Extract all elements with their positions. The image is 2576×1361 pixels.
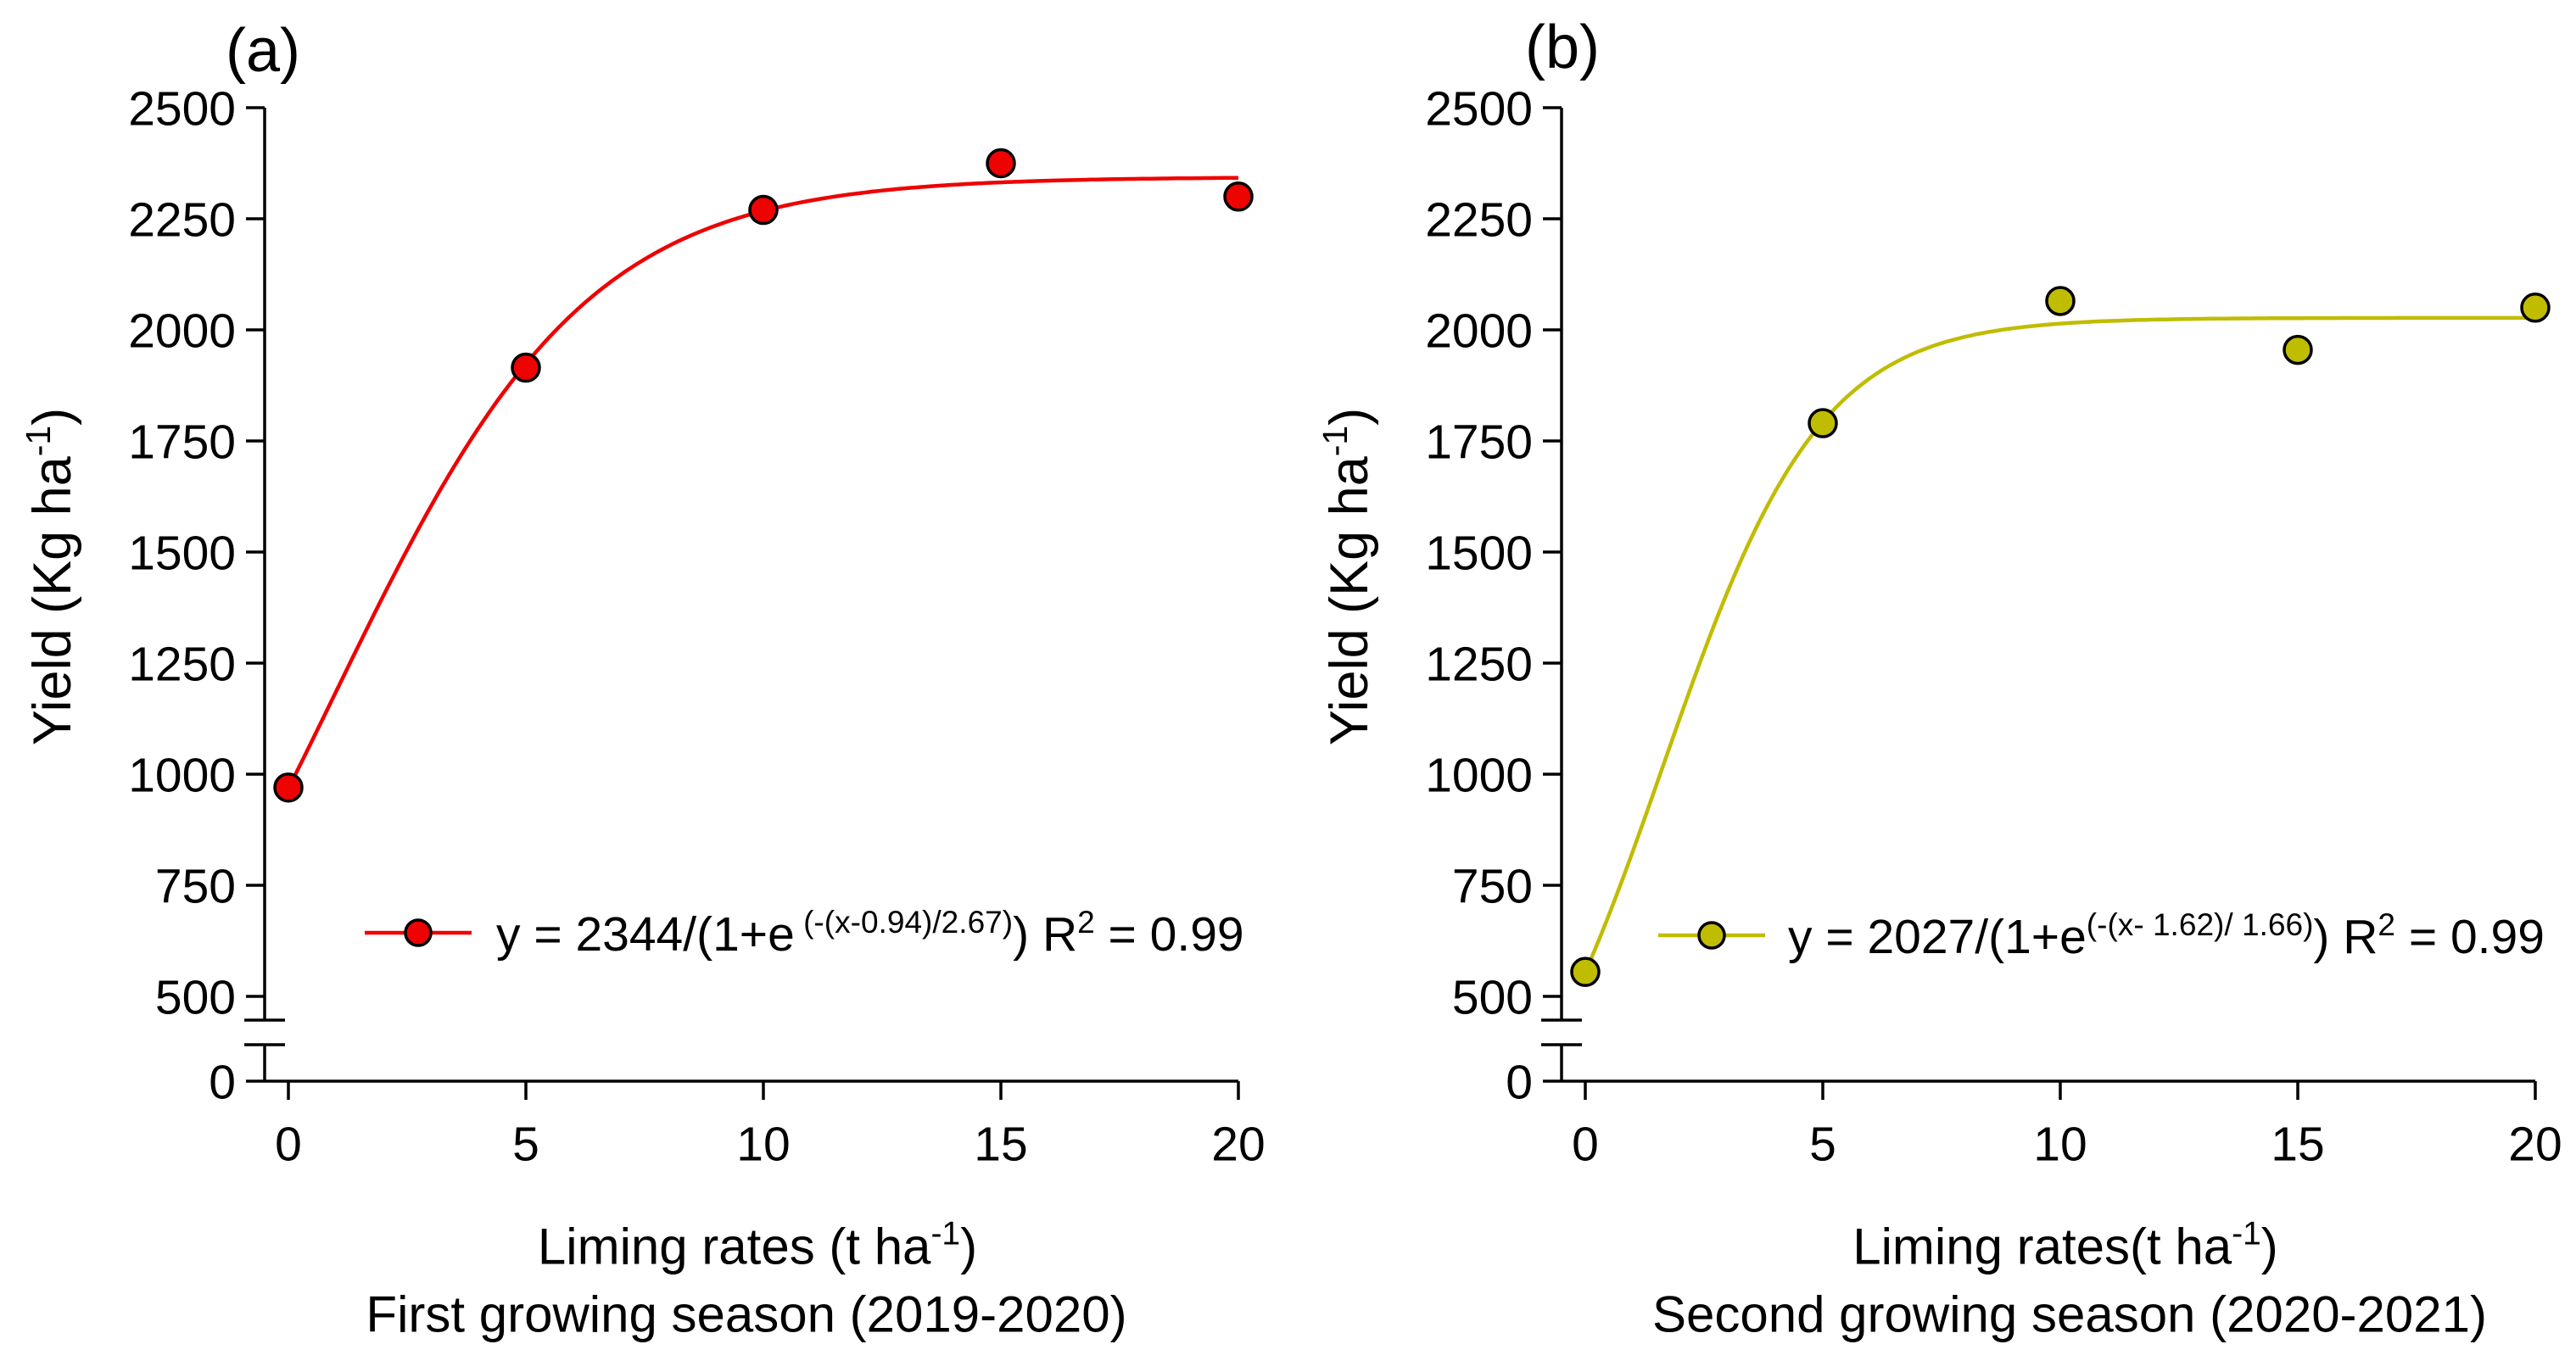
- panel-b-equation-exponent: (-(x- 1.62)/ 1.66): [2086, 906, 2314, 942]
- panel-b-y-axis-title-sup: -1: [1316, 425, 1355, 457]
- panel-b-equation-r-squared: 2: [2378, 906, 2396, 942]
- data-point: [2520, 293, 2551, 323]
- y-tick-label: 2500: [1425, 82, 1533, 137]
- y-tick-label: 2500: [128, 82, 236, 137]
- y-tick-label: 500: [155, 971, 236, 1025]
- panel-b: 2500 2250 2000 1750 1500 1250 1000 750 500 00 5 10 1…: [1425, 82, 2562, 1172]
- panel-b-x-axis-title-close: ): [2260, 1218, 2278, 1275]
- panel-b-equation-mid: ) R: [2313, 910, 2378, 964]
- y-tick-label: 1500: [1425, 527, 1533, 581]
- panel-a-equation-prefix: y = 2344/(1+e: [496, 907, 795, 962]
- data-point: [2283, 334, 2313, 365]
- x-tick-label: 10: [2033, 1118, 2087, 1172]
- panel-a-label: (a): [226, 17, 300, 85]
- panel-b-equation-prefix: y = 2027/(1+e: [1788, 910, 2087, 964]
- y-tick-label: 1750: [128, 416, 236, 470]
- panel-b-fit-equation: y = 2027/(1+e(-(x- 1.62)/ 1.66)) R2 = 0.…: [1788, 906, 2545, 965]
- panel-b-equation-suffix: = 0.99: [2395, 910, 2545, 964]
- panel-b-label: (b): [1525, 14, 1600, 81]
- x-tick-label: 15: [974, 1118, 1027, 1172]
- data-point: [2045, 286, 2076, 316]
- panel-b-x-axis-title: Liming rates(t ha-1): [1852, 1218, 2278, 1276]
- legend-marker: [404, 918, 433, 947]
- x-tick-label: 20: [1211, 1118, 1265, 1172]
- y-tick-label: 1750: [1425, 416, 1533, 470]
- data-point: [1570, 957, 1601, 987]
- panel-a: 2500 2250 2000 1750 1500 1250 1000 750 500 00 5 10 1…: [128, 82, 1266, 1172]
- y-tick-label: 500: [1452, 971, 1533, 1025]
- y-tick-label: 2250: [128, 193, 236, 248]
- y-tick-label: 2250: [1425, 193, 1533, 248]
- y-tick-label: 1250: [1425, 638, 1533, 692]
- panel-a-y-axis-title: Yield (Kg ha-1): [19, 407, 83, 746]
- x-tick-label: 15: [2271, 1118, 2324, 1172]
- fit-curve: [1583, 315, 2535, 973]
- panel-b-season-title: Second growing season (2020-2021): [1652, 1286, 2487, 1343]
- y-tick-label: 1250: [128, 638, 236, 692]
- x-tick-label: 0: [275, 1118, 302, 1172]
- x-tick-label: 5: [512, 1118, 539, 1172]
- y-tick-label: 2000: [128, 304, 236, 359]
- y-tick-label: 1000: [1425, 749, 1533, 803]
- x-tick-label: 20: [2508, 1118, 2562, 1172]
- panel-a-y-axis-title-sup: -1: [19, 425, 59, 457]
- y-tick-label-zero: 0: [209, 1056, 236, 1110]
- panel-b-y-axis-title: Yield (Kg ha-1): [1316, 407, 1380, 746]
- panel-a-y-axis-title-close: ): [23, 407, 82, 426]
- y-tick-label: 750: [155, 860, 236, 914]
- panel-b-y-axis-title-close: ): [1320, 407, 1379, 426]
- legend-marker: [1697, 921, 1726, 950]
- panel-a-x-axis-title-close: ): [960, 1218, 978, 1275]
- panel-a-equation-mid: ) R: [1013, 907, 1078, 962]
- panel-a-x-axis-title-sup: -1: [930, 1215, 961, 1252]
- data-point: [511, 352, 541, 383]
- panel-a-fit-equation: y = 2344/(1+e (-(x-0.94)/2.67)) R2 = 0.9…: [496, 906, 1244, 962]
- panel-a-season-title: First growing season (2019-2020): [366, 1286, 1127, 1343]
- panel-a-equation-suffix: = 0.99: [1094, 907, 1244, 962]
- panel-a-equation-r-squared: 2: [1077, 903, 1095, 940]
- data-point: [273, 772, 304, 803]
- y-tick-label: 1000: [128, 749, 236, 803]
- data-point: [1223, 181, 1254, 212]
- panel-a-equation-exponent: (-(x-0.94)/2.67): [794, 903, 1014, 940]
- y-tick-label: 2000: [1425, 304, 1533, 359]
- panel-a-x-axis-title-text: Liming rates (t ha: [537, 1218, 931, 1275]
- fit-curve: [286, 176, 1239, 789]
- data-point: [986, 148, 1016, 179]
- panel-a-x-axis-title: Liming rates (t ha-1): [538, 1218, 977, 1276]
- panel-b-x-axis-title-text: Liming rates(t ha: [1852, 1218, 2232, 1275]
- x-tick-label: 5: [1809, 1118, 1836, 1172]
- y-tick-label: 750: [1452, 860, 1533, 914]
- y-tick-label-zero: 0: [1506, 1056, 1533, 1110]
- y-tick-label: 1500: [128, 527, 236, 581]
- data-point: [1808, 408, 1838, 438]
- panel-b-x-axis-title-sup: -1: [2232, 1215, 2261, 1252]
- panel-a-y-axis-title-text: Yield (Kg ha: [23, 456, 82, 746]
- x-tick-label: 10: [736, 1118, 790, 1172]
- panel-b-y-axis-title-text: Yield (Kg ha: [1320, 456, 1379, 746]
- data-point: [748, 194, 779, 226]
- x-tick-label: 0: [1572, 1118, 1599, 1172]
